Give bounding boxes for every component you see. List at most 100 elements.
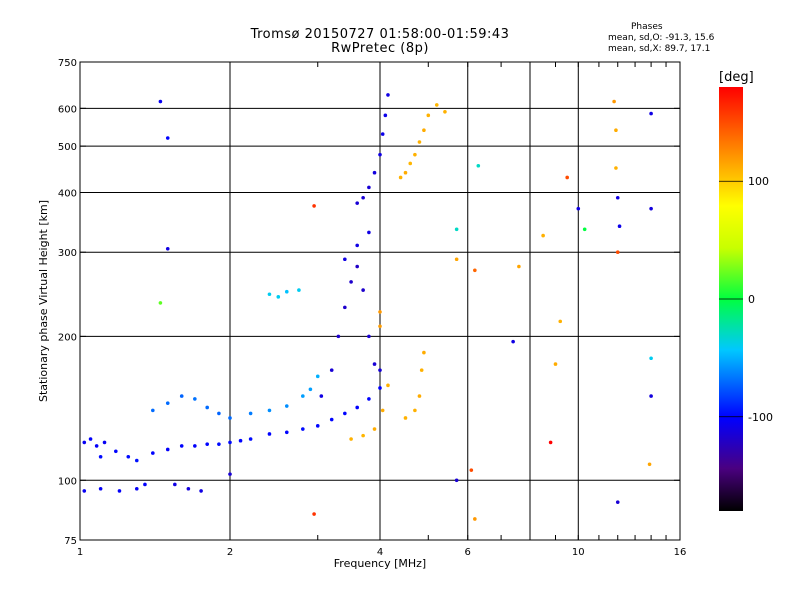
- data-point-X: [361, 433, 365, 438]
- data-point-O: [151, 451, 155, 455]
- data-point-O: [372, 362, 377, 366]
- data-point-other: [582, 227, 587, 232]
- data-point-O: [297, 288, 301, 292]
- data-point-O: [511, 339, 515, 344]
- grid-lines: [80, 62, 680, 540]
- data-point-X: [614, 166, 618, 170]
- data-point-O: [165, 401, 170, 405]
- data-point-O: [615, 500, 620, 504]
- data-point-O: [217, 411, 221, 416]
- data-point-X: [398, 175, 403, 180]
- data-point-O: [134, 486, 139, 491]
- data-point-O: [301, 427, 305, 431]
- data-point-X: [419, 368, 424, 372]
- data-point-O: [454, 478, 459, 483]
- data-point-X: [517, 264, 521, 269]
- axis-ticks: 1 2 4 6 10 16 75 100 200 300 400 500 600 750: [58, 58, 686, 558]
- data-point-O: [378, 386, 382, 390]
- data-point-O: [617, 224, 622, 229]
- data-point-O: [361, 195, 365, 200]
- data-point-O: [343, 305, 347, 310]
- data-point-O: [114, 449, 118, 454]
- data-point-O: [372, 170, 377, 175]
- data-point-O: [284, 289, 289, 294]
- data-point-O: [199, 489, 203, 493]
- data-point-X: [403, 416, 408, 420]
- data-point-O: [165, 136, 170, 140]
- x-tick-label: 16: [674, 547, 687, 558]
- stats-o-mode: mean, sd,O: -91.3, 15.6: [608, 33, 715, 43]
- data-point-O: [319, 394, 324, 398]
- data-point-O: [228, 416, 232, 420]
- data-point-O: [205, 405, 209, 410]
- data-point-O: [329, 368, 334, 372]
- stats-x-mode: mean, sd,X: 89.7, 17.1: [608, 44, 711, 54]
- data-point-O: [649, 394, 653, 398]
- data-point-X: [615, 250, 620, 255]
- data-point-O: [615, 195, 620, 200]
- x-tick-label: 2: [227, 547, 233, 558]
- data-point-X: [312, 204, 316, 208]
- data-point-O: [143, 482, 147, 487]
- data-point-O: [367, 230, 371, 235]
- data-point-O: [361, 288, 365, 292]
- colorbar-tick-label: 0: [748, 293, 755, 306]
- data-point-other: [454, 227, 459, 232]
- colorbar-tick-label: 100: [748, 175, 769, 188]
- y-tick-label: 100: [58, 476, 77, 487]
- data-point-X: [417, 394, 422, 398]
- data-point-X: [565, 175, 569, 180]
- colorbar-tick-label: -100: [748, 411, 773, 424]
- data-point-O: [228, 472, 232, 476]
- data-point-X: [372, 427, 377, 431]
- data-point-X: [454, 257, 459, 262]
- data-point-O: [205, 442, 209, 446]
- data-point-O: [355, 405, 359, 410]
- data-point-X: [380, 408, 385, 413]
- data-point-O: [315, 374, 320, 379]
- data-point-X: [434, 103, 439, 107]
- data-point-X: [443, 110, 447, 114]
- data-point-O: [343, 257, 347, 262]
- data-point-O: [179, 444, 184, 448]
- data-point-X: [473, 517, 477, 521]
- data-point-O: [355, 264, 359, 269]
- data-point-O: [186, 486, 191, 491]
- data-point-X: [558, 319, 563, 324]
- data-point-O: [193, 444, 197, 448]
- data-point-O: [367, 185, 371, 190]
- data-point-O: [267, 292, 272, 297]
- data-point-O: [82, 489, 87, 493]
- data-point-X: [426, 113, 431, 118]
- data-point-O: [301, 394, 305, 398]
- data-point-O: [380, 132, 385, 136]
- data-point-X: [413, 152, 417, 157]
- data-point-O: [82, 440, 87, 445]
- data-point-O: [386, 93, 390, 97]
- x-tick-label: 4: [377, 547, 383, 558]
- data-point-O: [217, 442, 221, 446]
- data-point-O: [378, 368, 382, 372]
- data-point-O: [284, 430, 289, 435]
- data-point-O: [284, 404, 289, 408]
- x-axis-label: Frequency [MHz]: [334, 557, 426, 570]
- data-point-O: [267, 408, 272, 413]
- data-point-O: [228, 440, 232, 445]
- data-point-X: [378, 324, 382, 329]
- data-points: [82, 93, 653, 521]
- data-point-O: [576, 206, 581, 211]
- data-point-O: [134, 458, 139, 463]
- data-point-O: [248, 411, 253, 416]
- data-point-O: [165, 447, 170, 452]
- y-tick-label: 200: [58, 332, 77, 343]
- data-point-X: [413, 408, 417, 413]
- data-point-O: [383, 113, 388, 118]
- data-point-O: [315, 424, 320, 428]
- x-tick-label: 6: [465, 547, 471, 558]
- data-point-O: [179, 394, 184, 398]
- y-tick-label: 500: [58, 142, 77, 153]
- data-point-O: [94, 444, 99, 448]
- data-point-O: [126, 454, 131, 459]
- data-point-X: [553, 362, 558, 366]
- data-point-O: [367, 334, 371, 339]
